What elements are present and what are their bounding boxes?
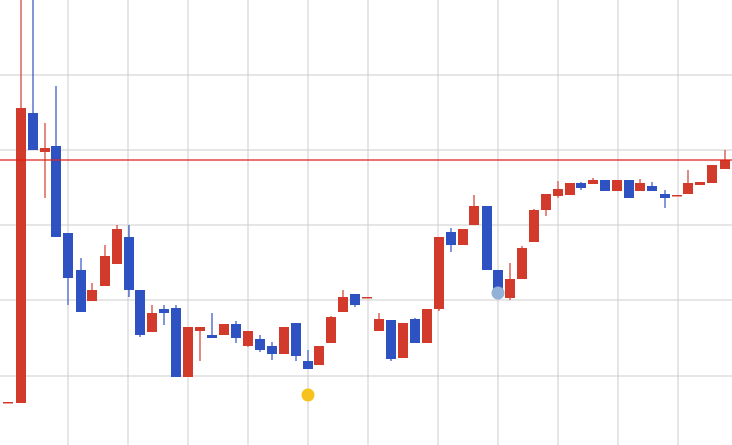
- candle-body: [362, 297, 372, 299]
- candle-body: [243, 331, 253, 346]
- candle-body: [624, 180, 634, 198]
- candle-body: [422, 309, 432, 343]
- candle-body: [279, 327, 289, 354]
- candle-body: [51, 146, 61, 237]
- candle-body: [720, 160, 730, 169]
- candle-body: [326, 317, 336, 343]
- candle-body: [255, 339, 265, 350]
- candle-body: [100, 256, 110, 286]
- candle-body: [147, 313, 157, 332]
- candle-body: [660, 194, 670, 198]
- candle-body: [374, 319, 384, 331]
- candle-body: [683, 183, 693, 194]
- candle-body: [195, 327, 205, 331]
- candle-body: [565, 183, 575, 195]
- candle-body: [482, 206, 492, 270]
- candle-body: [505, 279, 515, 298]
- candle-body: [647, 186, 657, 191]
- candle-body: [76, 270, 86, 312]
- candle-body: [350, 294, 360, 305]
- candle-body: [291, 323, 301, 356]
- candle-body: [695, 182, 705, 185]
- candle-body: [3, 402, 13, 404]
- candle-body: [16, 108, 26, 403]
- candle-body: [446, 232, 456, 245]
- candle-body: [303, 361, 313, 369]
- candle-body: [458, 229, 468, 245]
- candle-body: [63, 233, 73, 278]
- candle-body: [171, 308, 181, 377]
- candle-body: [183, 327, 193, 377]
- candle-body: [672, 195, 682, 197]
- candle-body: [338, 297, 348, 312]
- candle-body: [124, 237, 134, 290]
- candle-body: [135, 290, 145, 335]
- candle-body: [40, 148, 50, 152]
- candle-body: [87, 290, 97, 301]
- candle-body: [707, 165, 717, 183]
- candle-body: [517, 248, 527, 279]
- candle-body: [386, 320, 396, 359]
- marker: [301, 388, 315, 402]
- candle-body: [612, 180, 622, 191]
- candle-body: [469, 206, 479, 225]
- candle-body: [434, 237, 444, 309]
- candle-body: [231, 324, 241, 338]
- marker: [491, 286, 505, 300]
- candle-body: [267, 346, 277, 354]
- candle-body: [493, 270, 503, 293]
- candle-body: [159, 309, 169, 313]
- candle-body: [314, 346, 324, 365]
- candle-body: [398, 323, 408, 358]
- candle-body: [529, 210, 539, 242]
- candle-body: [541, 194, 551, 210]
- candle-body: [410, 319, 420, 343]
- candle-body: [28, 113, 38, 150]
- candle-body: [112, 229, 122, 264]
- candle-body: [576, 183, 586, 188]
- candle-body: [207, 335, 217, 338]
- candle-body: [588, 180, 598, 184]
- candle-body: [635, 183, 645, 191]
- candle-body: [553, 189, 563, 196]
- candle-body: [600, 180, 610, 191]
- candle-body: [219, 324, 229, 335]
